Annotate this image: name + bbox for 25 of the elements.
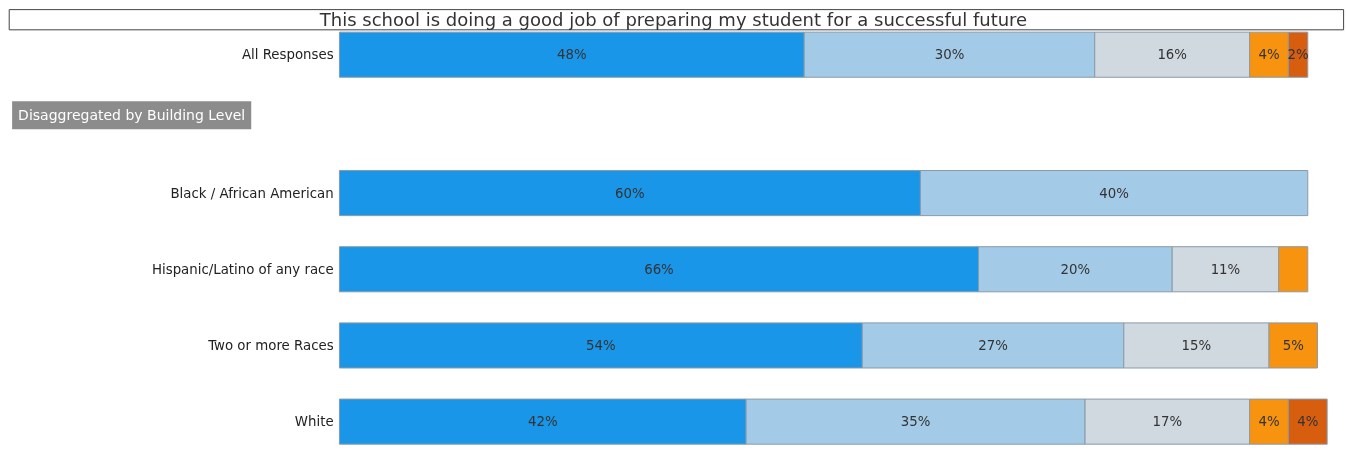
data-label: 4% <box>1258 47 1280 63</box>
data-label: 54% <box>586 337 616 353</box>
data-label: 20% <box>1060 261 1091 277</box>
data-label: 4% <box>1297 414 1319 430</box>
data-label: 11% <box>1210 261 1241 277</box>
data-label: 16% <box>1157 47 1188 63</box>
data-label: 17% <box>1152 414 1183 430</box>
data-label: 5% <box>1282 337 1304 353</box>
y-tick-label: All Responses <box>241 47 334 63</box>
data-label: 48% <box>557 47 587 63</box>
y-tick-label: Hispanic/Latino of any race <box>151 261 334 277</box>
data-label: 40% <box>1099 185 1129 201</box>
chart-title: This school is doing a good job of preparing my student for a successful future <box>318 9 1028 31</box>
data-label: 4% <box>1258 414 1280 430</box>
y-tick-label: Two or more Races <box>207 337 334 353</box>
data-label: 35% <box>900 414 931 430</box>
data-label: 15% <box>1181 337 1212 353</box>
data-label: 60% <box>615 185 645 201</box>
data-label: 27% <box>978 337 1008 353</box>
data-label: 30% <box>934 47 965 63</box>
text: Disaggregated by Building Level <box>18 107 246 124</box>
data-label: 66% <box>644 261 674 277</box>
data-label: 42% <box>527 414 558 430</box>
y-tick-label: Black / African American <box>170 185 334 201</box>
y-tick-label: White <box>294 414 334 430</box>
